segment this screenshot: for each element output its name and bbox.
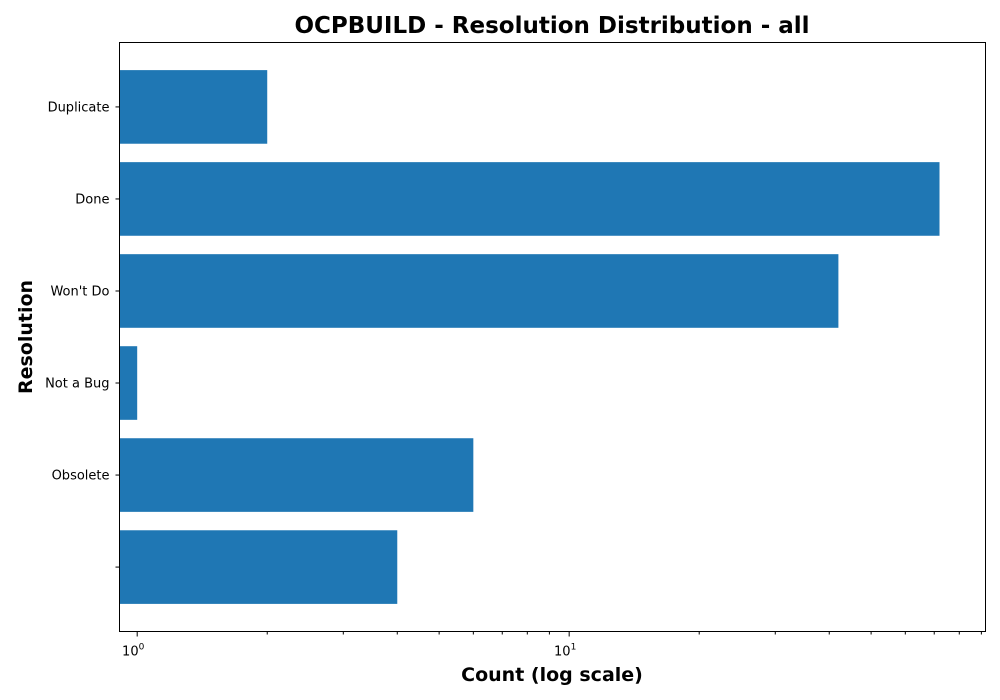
bar-not-a-bug — [119, 346, 138, 420]
x-axis-ticks: 100 101 — [122, 631, 576, 660]
y-tick-label-obsolete: Obsolete — [52, 469, 110, 484]
bar-done — [119, 162, 940, 236]
chart-title: OCPBUILD - Resolution Distribution - all — [294, 13, 809, 39]
y-tick-label-duplicate: Duplicate — [48, 100, 110, 115]
y-tick-label-won-t-do: Won't Do — [50, 284, 109, 299]
bar-duplicate — [119, 70, 268, 144]
plot-frame — [119, 42, 986, 632]
x-axis-label: Count (log scale) — [461, 664, 643, 686]
x-tick-label-1: 101 — [554, 643, 576, 660]
bars-group — [119, 70, 940, 604]
y-tick-label-done: Done — [75, 192, 109, 207]
y-axis-ticks: Duplicate Done Won't Do Not a Bug Obsolete — [45, 100, 120, 568]
bar-won-t-do — [119, 254, 839, 328]
y-axis-label: Resolution — [15, 280, 37, 394]
bar-unlabeled — [119, 530, 398, 604]
bar-obsolete — [119, 438, 474, 512]
x-tick-label-0: 100 — [122, 643, 145, 660]
y-tick-label-not-a-bug: Not a Bug — [45, 377, 109, 392]
